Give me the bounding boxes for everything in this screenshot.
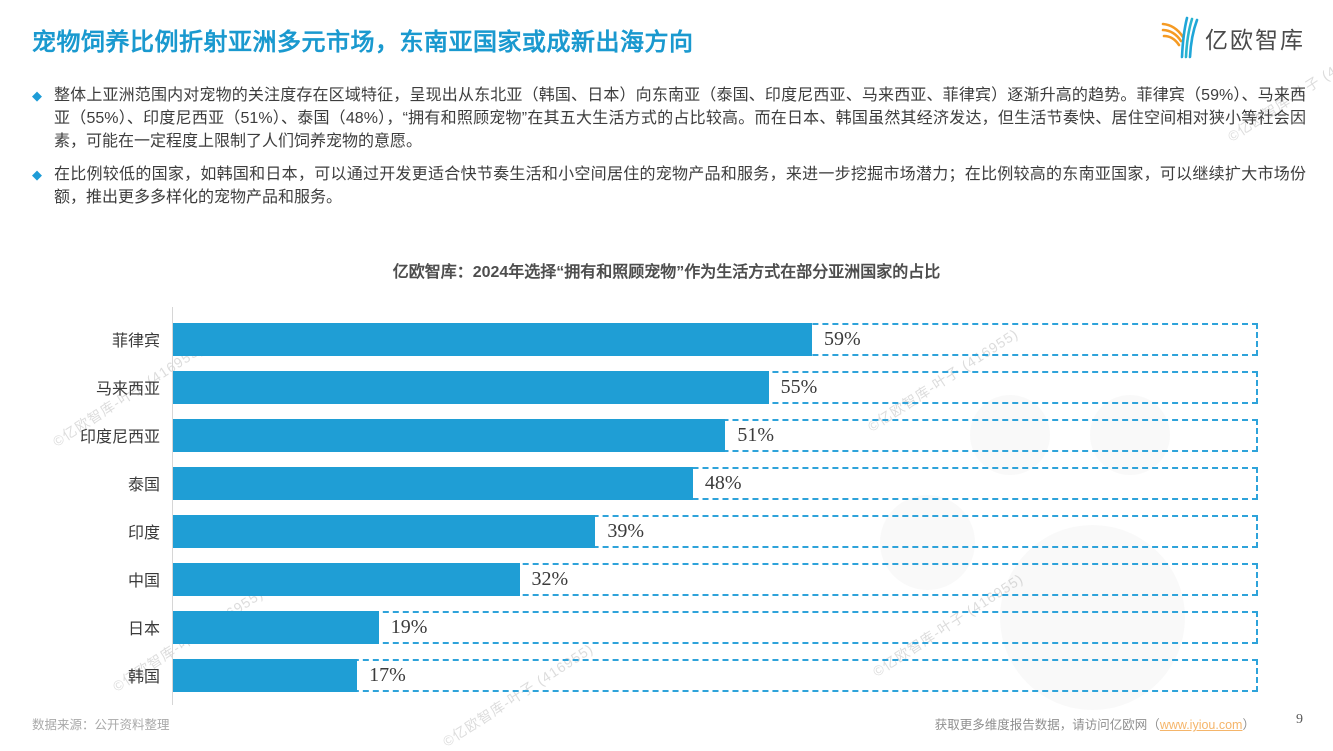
- data-source-note: 数据来源：公开资料整理: [32, 718, 170, 732]
- brand-logo: 亿欧智库: [1159, 16, 1305, 60]
- bar: [173, 370, 769, 404]
- category-label: 马来西亚: [95, 381, 160, 398]
- y-axis-line: [172, 307, 173, 705]
- category-label: 日本: [127, 621, 160, 638]
- bar: [173, 658, 358, 692]
- chart-row: 印度 39%: [30, 507, 1258, 555]
- bar: [173, 514, 596, 548]
- bullet-text: 整体上亚洲范围内对宠物的关注度存在区域特征，呈现出从东北亚（韩国、日本）向东南亚…: [54, 87, 1306, 150]
- category-label: 韩国: [127, 669, 160, 686]
- category-label: 泰国: [127, 477, 160, 494]
- bar-track: 32%: [173, 562, 1258, 596]
- brand-logo-text: 亿欧智库: [1205, 27, 1305, 53]
- category-label: 菲律宾: [111, 333, 160, 350]
- category-label: 印度: [127, 525, 160, 542]
- bar-track: 48%: [173, 466, 1258, 500]
- chart-row: 韩国 17%: [30, 651, 1258, 699]
- bar-value-label: 55%: [780, 375, 818, 398]
- bar: [173, 418, 726, 452]
- bar-track: 55%: [173, 370, 1258, 404]
- bar-value-label: 17%: [369, 663, 406, 686]
- footer-note-suffix: ）: [1242, 718, 1255, 732]
- bar-value-label: 48%: [704, 471, 742, 494]
- bar-track: 17%: [173, 658, 1258, 692]
- bar-track: 39%: [173, 514, 1258, 548]
- chart-row: 泰国 48%: [30, 459, 1258, 507]
- chart-title: 亿欧智库：2024年选择“拥有和照顾宠物”作为生活方式在部分亚洲国家的占比: [392, 264, 941, 281]
- diamond-bullet-icon: ◆: [32, 167, 42, 182]
- chart-row: 中国 32%: [30, 555, 1258, 603]
- summary-bullets: ◆ 整体上亚洲范围内对宠物的关注度存在区域特征，呈现出从东北亚（韩国、日本）向东…: [32, 84, 1306, 219]
- bar-value-label: 51%: [737, 423, 774, 446]
- footer-note-prefix: 获取更多维度报告数据，请访问亿欧网（: [934, 718, 1160, 732]
- bar-value-label: 39%: [607, 519, 645, 542]
- bar-value-label: 32%: [531, 567, 569, 590]
- bar-value-label: 19%: [390, 615, 428, 638]
- bar: [173, 466, 693, 500]
- bar-track: 19%: [173, 610, 1258, 644]
- page-number: 9: [1296, 712, 1303, 727]
- footer-note: 获取更多维度报告数据，请访问亿欧网（www.iyiou.com）: [935, 714, 1255, 733]
- category-label: 印度尼西亚: [79, 429, 160, 446]
- bar: [173, 322, 812, 356]
- page-title: 宠物饲养比例折射亚洲多元市场，东南亚国家或成新出海方向: [32, 29, 694, 56]
- brand-logo-icon: [1159, 16, 1201, 60]
- bar-chart: 菲律宾 59% 马来西亚 55% 印度尼西亚 51% 泰国 48% 印度 39% 中国 32% 日本 19…: [30, 307, 1258, 705]
- bar: [173, 610, 379, 644]
- diamond-bullet-icon: ◆: [32, 88, 42, 103]
- bar: [173, 562, 520, 596]
- chart-row: 印度尼西亚 51%: [30, 411, 1258, 459]
- bar-track: 59%: [173, 322, 1258, 356]
- chart-row: 马来西亚 55%: [30, 363, 1258, 411]
- bar-value-label: 59%: [823, 327, 861, 350]
- category-label: 中国: [127, 573, 160, 590]
- chart-row: 日本 19%: [30, 603, 1258, 651]
- iyiou-link[interactable]: www.iyiou.com: [1159, 718, 1243, 732]
- bullet-item: ◆ 整体上亚洲范围内对宠物的关注度存在区域特征，呈现出从东北亚（韩国、日本）向东…: [32, 84, 1306, 153]
- chart-row: 菲律宾 59%: [30, 315, 1258, 363]
- bullet-item: ◆ 在比例较低的国家，如韩国和日本，可以通过开发更适合快节奏生活和小空间居住的宠…: [32, 163, 1306, 209]
- bar-track: 51%: [173, 418, 1258, 452]
- bullet-text: 在比例较低的国家，如韩国和日本，可以通过开发更适合快节奏生活和小空间居住的宠物产…: [54, 166, 1306, 206]
- chart-rows: 菲律宾 59% 马来西亚 55% 印度尼西亚 51% 泰国 48% 印度 39% 中国 32% 日本 19…: [30, 315, 1258, 699]
